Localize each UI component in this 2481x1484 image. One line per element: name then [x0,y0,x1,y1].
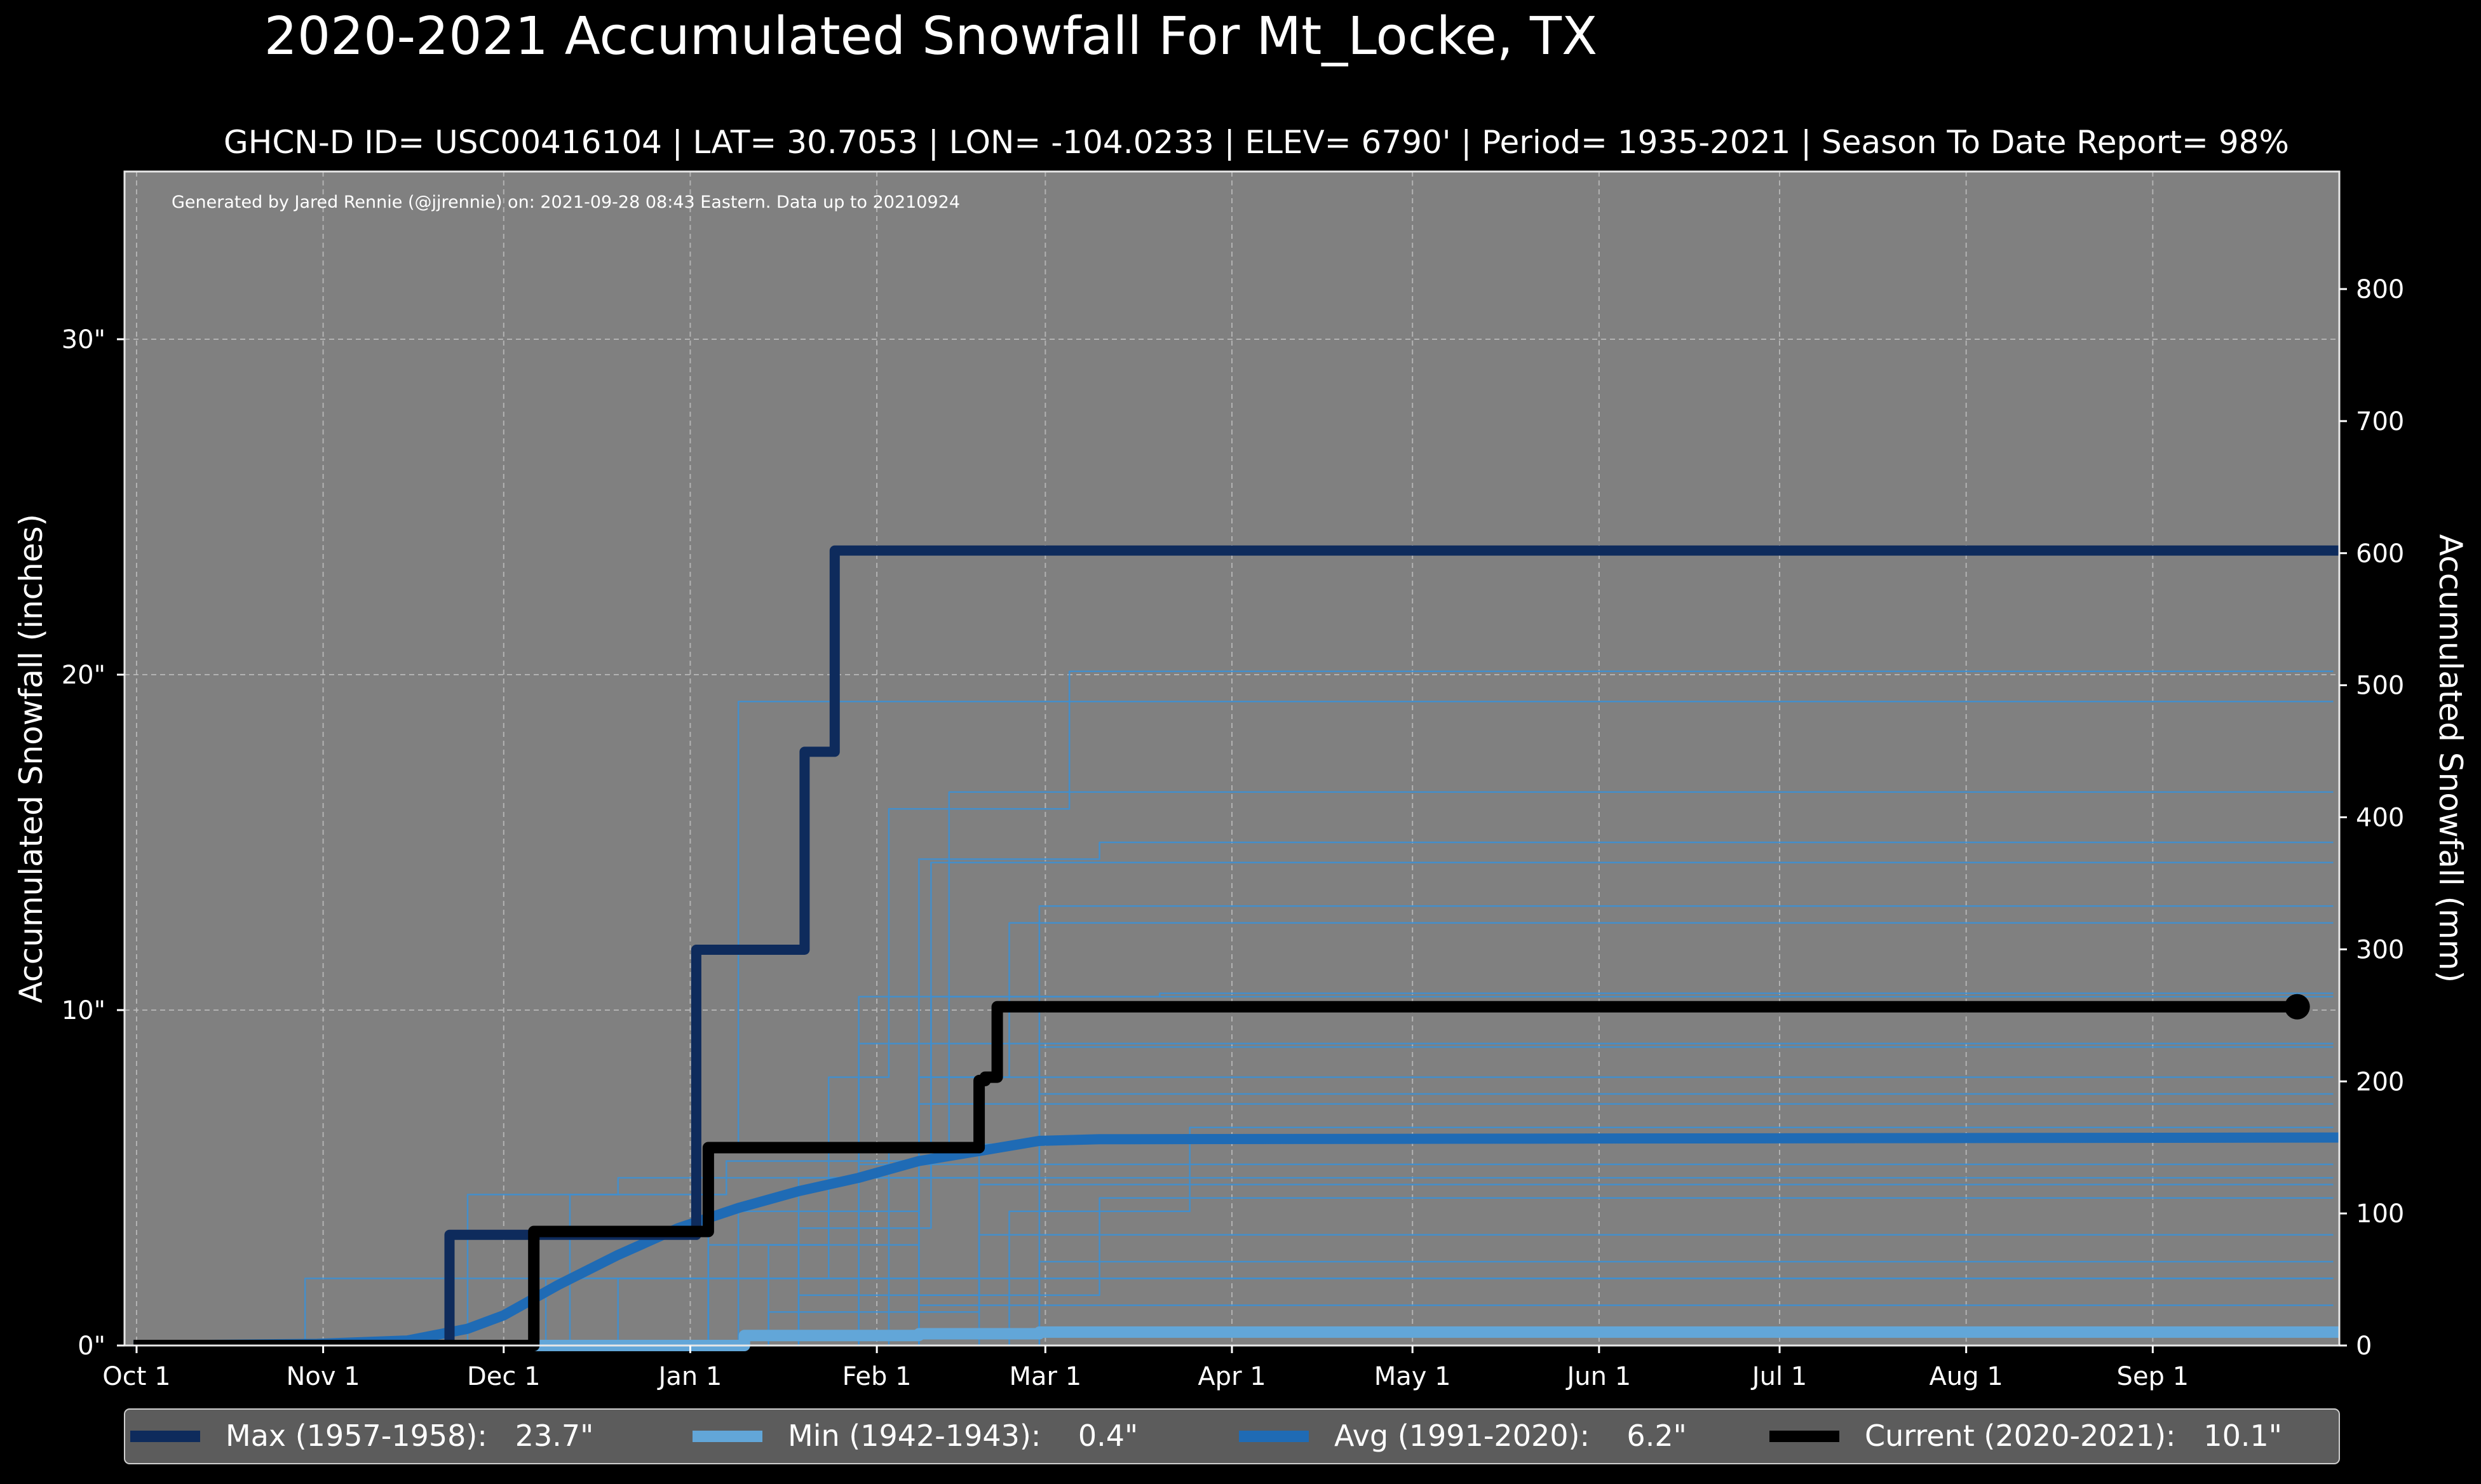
x-tick-label: Dec 1 [467,1362,541,1391]
chart-subtitle: GHCN-D ID= USC00416104 | LAT= 30.7053 | … [224,124,2289,161]
y-tick-label-right: 600 [2356,539,2404,569]
y-tick-label-right: 400 [2356,804,2404,833]
x-tick-label: Feb 1 [842,1362,912,1391]
y-tick-label-left: 20" [62,661,105,690]
y-tick-label-right: 300 [2356,935,2404,964]
current-endpoint-marker [2284,994,2310,1020]
y-axis-label-left: Accumulated Snowfall (inches) [13,514,50,1003]
y-axis-label-right: Accumulated Snowfall (mm) [2432,534,2469,983]
legend: Max (1957-1958): 23.7" Min (1942-1943): 0… [124,1408,2340,1464]
series-line-current [133,1001,2297,1351]
y-tick-label-right: 100 [2356,1199,2404,1229]
x-tick-label: Jun 1 [1565,1362,1632,1391]
chart-title: 2020-2021 Accumulated Snowfall For Mt_Lo… [264,6,1598,67]
history-series-line [497,992,2334,1347]
x-tick-label: Jan 1 [657,1362,722,1391]
axis-layer: Oct 1 Nov 1 Dec 1 Jan 1 Feb 1 Mar 1 Apr 1 May 1… [62,275,2405,1391]
y-tick-label-right: 200 [2356,1067,2404,1096]
legend-label: Min (1942-1943): 0.4" [788,1419,1138,1453]
x-tick-label: Nov 1 [286,1362,360,1391]
x-tick-label: Oct 1 [102,1362,170,1391]
y-tick-label-left: 30" [62,325,105,354]
credit-text: Generated by Jared Rennie (@jjrennie) on… [172,192,960,212]
x-tick-label: Sep 1 [2117,1362,2189,1391]
legend-label: Avg (1991-2020): 6.2" [1334,1419,1687,1453]
y-tick-label-right: 500 [2356,671,2404,701]
x-tick-label: Aug 1 [1930,1362,2003,1391]
x-tick-label: Mar 1 [1010,1362,1082,1391]
history-series-line [497,1076,2334,1347]
legend-label: Max (1957-1958): 23.7" [226,1419,593,1453]
history-series-line [558,841,2334,1347]
y-tick-label-right: 800 [2356,275,2404,304]
x-tick-label: Apr 1 [1198,1362,1266,1391]
legend-box [124,1408,2340,1464]
history-series-line [437,1042,2334,1347]
y-tick-label-right: 700 [2356,407,2404,436]
history-series-layer [287,670,2334,1347]
x-tick-label: May 1 [1374,1362,1451,1391]
y-tick-label-left: 0" [78,1332,105,1361]
y-tick-label-right: 0 [2356,1332,2372,1361]
series-line-max [133,545,2339,1351]
legend-label: Current (2020-2021): 10.1" [1865,1419,2282,1453]
y-tick-label-left: 10" [62,996,105,1025]
x-tick-label: Jul 1 [1750,1362,1807,1391]
